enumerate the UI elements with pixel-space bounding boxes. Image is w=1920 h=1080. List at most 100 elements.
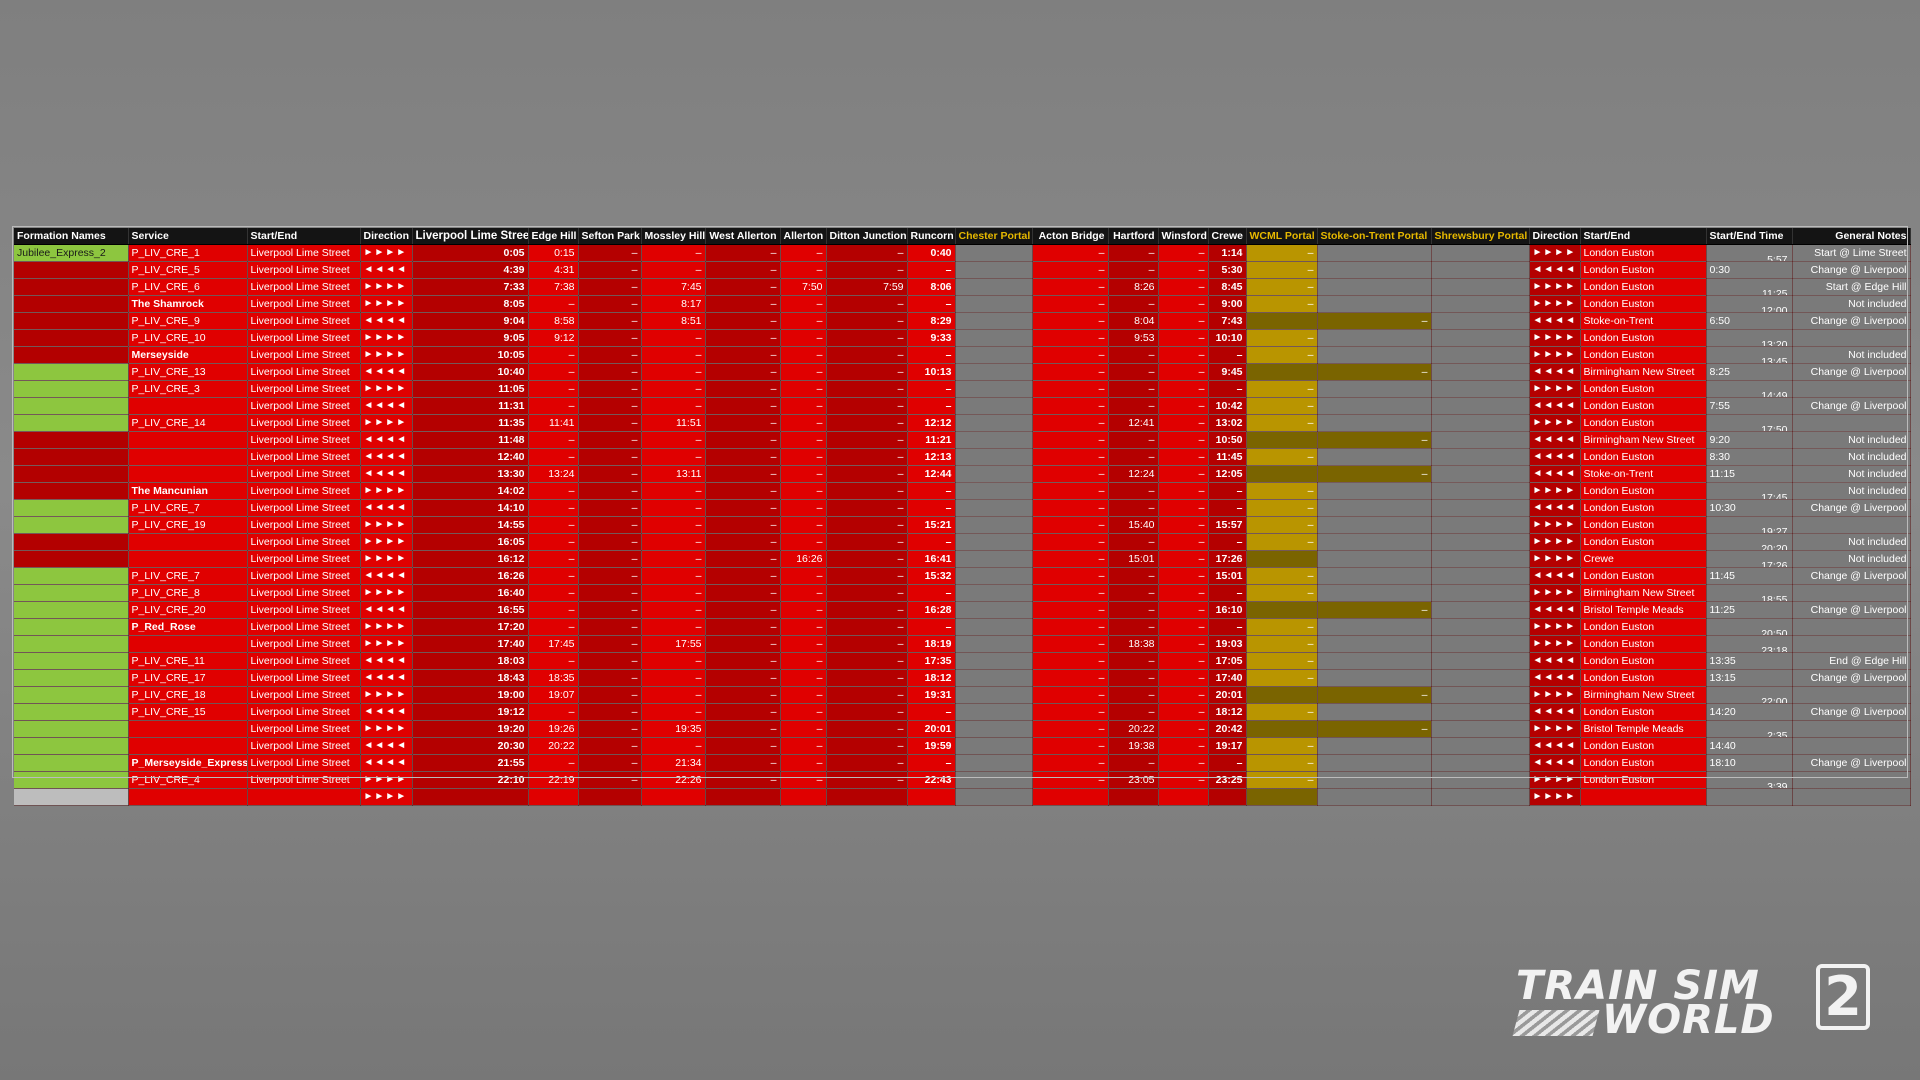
stoke-portal-cell	[1317, 448, 1432, 466]
end-cell: London Euston	[1580, 635, 1707, 653]
table-row[interactable]: Liverpool Lime Street ◄◄◄◄ 20:30 20:22– – – – –…	[14, 737, 1911, 755]
table-row[interactable]: P_LIV_CRE_13 Liverpool Lime Street ◄◄◄◄ 10:…	[14, 363, 1911, 381]
table-row[interactable]: P_LIV_CRE_9 Liverpool Lime Street ◄◄◄◄ 9:04…	[14, 312, 1911, 330]
wcml-portal-cell: –	[1246, 567, 1318, 585]
col-shrewsbury-portal[interactable]: Shrewsbury Portal	[1431, 228, 1530, 245]
table-row[interactable]: P_LIV_CRE_10 Liverpool Lime Street ►►►► 9:0…	[14, 329, 1911, 347]
start-time-right: 11:25	[1762, 288, 1788, 296]
table-row[interactable]: P_LIV_CRE_11 Liverpool Lime Street ◄◄◄◄ 18:…	[14, 652, 1911, 670]
table-row[interactable]: Merseyside Liverpool Lime Street ►►►► 10:05…	[14, 346, 1911, 364]
col-runcorn[interactable]: Runcorn	[907, 228, 956, 245]
acton-bridge-time: –	[1032, 567, 1109, 585]
service-cell: P_LIV_CRE_9	[128, 312, 248, 330]
table-row[interactable]: P_LIV_CRE_19 Liverpool Lime Street ►►►► 14:…	[14, 516, 1911, 534]
ditton-time: –	[826, 482, 908, 500]
col-chester-portal[interactable]: Chester Portal	[955, 228, 1033, 245]
stoke-portal-cell: –	[1317, 720, 1432, 738]
table-row[interactable]: Liverpool Lime Street ►►►► 19:20 19:26–19:3…	[14, 720, 1911, 738]
col-acton-bridge[interactable]: Acton Bridge	[1032, 228, 1109, 245]
start-cell: Liverpool Lime Street	[247, 431, 361, 449]
wcml-portal-cell	[1246, 720, 1318, 738]
col-sefton-park[interactable]: Sefton Park	[578, 228, 642, 245]
col-start-end-time[interactable]: Start/End Time	[1706, 228, 1793, 245]
table-row[interactable]: The Shamrock Liverpool Lime Street ►►►► 8:0…	[14, 295, 1911, 313]
col-allerton[interactable]: Allerton	[780, 228, 827, 245]
stoke-portal-cell: –	[1317, 363, 1432, 381]
col-edge-hill[interactable]: Edge Hill	[528, 228, 579, 245]
table-row[interactable]: Jubilee_Express_2 P_LIV_CRE_1 Liverpool Li…	[14, 244, 1911, 262]
edge-hill-time: –	[528, 652, 579, 670]
col-formation-names[interactable]: Formation Names	[14, 228, 129, 245]
table-row[interactable]: P_LIV_CRE_6 Liverpool Lime Street ►►►► 7:33…	[14, 278, 1911, 296]
direction-2-cell: ►►►►	[1529, 346, 1581, 364]
sefton-park-time: –	[578, 737, 642, 755]
sefton-park-time: –	[578, 635, 642, 653]
service-cell: P_Merseyside_Express	[128, 754, 248, 772]
col-direction[interactable]: Direction	[360, 228, 413, 245]
col-liverpool-lime-street[interactable]: Liverpool Lime Street	[412, 228, 529, 245]
col-start-end[interactable]: Start/End	[247, 228, 361, 245]
notes-cell: Not included	[1792, 533, 1911, 551]
table-row[interactable]: P_LIV_CRE_17 Liverpool Lime Street ◄◄◄◄ 18:…	[14, 669, 1911, 687]
start-cell: Liverpool Lime Street	[247, 380, 361, 398]
runcorn-time: 17:35	[907, 652, 956, 670]
table-row[interactable]: P_LIV_CRE_14 Liverpool Lime Street ►►►► 11:…	[14, 414, 1911, 432]
chester-portal-cell	[955, 550, 1033, 568]
table-row[interactable]: Liverpool Lime Street ►►►► 16:12– – – –16:26–…	[14, 550, 1911, 568]
runcorn-time: 8:29	[907, 312, 956, 330]
direction-2-cell: ►►►►	[1529, 771, 1581, 789]
col-crewe[interactable]: Crewe	[1208, 228, 1247, 245]
col-general-notes[interactable]: General Notes	[1792, 228, 1911, 245]
start-cell: Liverpool Lime Street	[247, 737, 361, 755]
formation-cell	[14, 788, 129, 806]
table-row[interactable]: P_Merseyside_Express Liverpool Lime Stree…	[14, 754, 1911, 772]
table-row[interactable]: P_LIV_CRE_15 Liverpool Lime Street ◄◄◄◄ 19:…	[14, 703, 1911, 721]
table-row[interactable]: The Mancunian Liverpool Lime Street ►►►► 14…	[14, 482, 1911, 500]
col-direction-2[interactable]: Direction	[1529, 228, 1581, 245]
crewe-time: –	[1208, 618, 1247, 636]
table-row[interactable]: P_LIV_CRE_3 Liverpool Lime Street ►►►► 11:0…	[14, 380, 1911, 398]
col-start-end-2[interactable]: Start/End	[1580, 228, 1707, 245]
service-cell: P_LIV_CRE_15	[128, 703, 248, 721]
col-stoke-portal[interactable]: Stoke-on-Trent Portal	[1317, 228, 1432, 245]
col-west-allerton[interactable]: West Allerton	[705, 228, 781, 245]
notes-cell: Start @ Lime Street	[1792, 244, 1911, 262]
table-row[interactable]: Liverpool Lime Street ◄◄◄◄ 12:40– – – – – –12:1…	[14, 448, 1911, 466]
table-row[interactable]: Liverpool Lime Street ◄◄◄◄ 11:31– – – – – – – – – –…	[14, 397, 1911, 415]
col-winsford[interactable]: Winsford	[1158, 228, 1209, 245]
table-row[interactable]: Liverpool Lime Street ◄◄◄◄ 11:48– – – – – –11:2…	[14, 431, 1911, 449]
col-service[interactable]: Service	[128, 228, 248, 245]
table-row[interactable]: Liverpool Lime Street ►►►► 16:05– – – – – – – – – –…	[14, 533, 1911, 551]
table-row[interactable]: P_LIV_CRE_7 Liverpool Lime Street ◄◄◄◄ 14:1…	[14, 499, 1911, 517]
service-cell: P_LIV_CRE_18	[128, 686, 248, 704]
ditton-time: –	[826, 244, 908, 262]
shrewsbury-portal-cell	[1431, 652, 1530, 670]
table-row[interactable]: P_LIV_CRE_8 Liverpool Lime Street ►►►► 16:4…	[14, 584, 1911, 602]
edge-hill-time: –	[528, 567, 579, 585]
table-row[interactable]: P_Red_Rose Liverpool Lime Street ►►►► 17:20…	[14, 618, 1911, 636]
formation-cell	[14, 635, 129, 653]
crewe-time: 15:57	[1208, 516, 1247, 534]
formation-cell	[14, 465, 129, 483]
col-wcml-portal[interactable]: WCML Portal	[1246, 228, 1318, 245]
table-row[interactable]: Liverpool Lime Street ►►►► 17:40 17:45–17:5…	[14, 635, 1911, 653]
edge-hill-time	[528, 788, 579, 806]
start-end-time-cell: 18:55	[1706, 584, 1793, 602]
allerton-time: –	[780, 516, 827, 534]
table-row[interactable]: P_LIV_CRE_18 Liverpool Lime Street ►►►► 19:…	[14, 686, 1911, 704]
lime-street-time: 12:40	[412, 448, 529, 466]
start-time-left: 6:50	[1709, 315, 1730, 327]
col-mossley-hill[interactable]: Mossley Hill	[641, 228, 706, 245]
col-hartford[interactable]: Hartford	[1108, 228, 1159, 245]
col-ditton-junction[interactable]: Ditton Junction	[826, 228, 908, 245]
table-row[interactable]: P_LIV_CRE_4 Liverpool Lime Street ►►►► 22:1…	[14, 771, 1911, 789]
table-row[interactable]: Liverpool Lime Street ◄◄◄◄ 13:30 13:24–13:1…	[14, 465, 1911, 483]
table-row[interactable]: P_LIV_CRE_20 Liverpool Lime Street ◄◄◄◄ 16:…	[14, 601, 1911, 619]
table-row[interactable]: ►►►► ►►►►	[14, 788, 1911, 806]
notes-cell	[1792, 516, 1911, 534]
direction-2-cell: ◄◄◄◄	[1529, 601, 1581, 619]
table-row[interactable]: P_LIV_CRE_5 Liverpool Lime Street ◄◄◄◄ 4:39…	[14, 261, 1911, 279]
table-row[interactable]: P_LIV_CRE_7 Liverpool Lime Street ◄◄◄◄ 16:2…	[14, 567, 1911, 585]
end-cell: London Euston	[1580, 652, 1707, 670]
lime-street-time	[412, 788, 529, 806]
